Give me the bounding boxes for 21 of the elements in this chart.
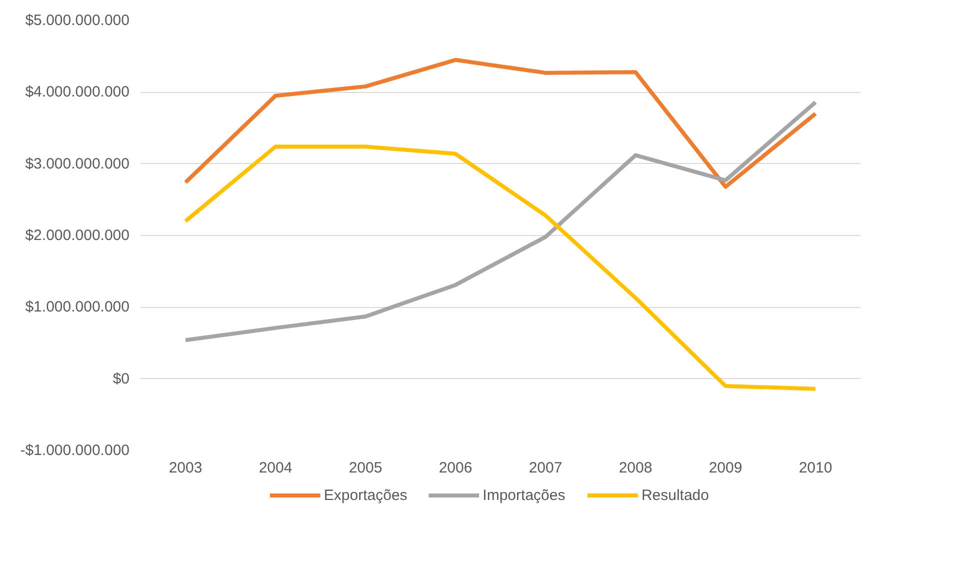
legend-label: Importações [482,487,566,504]
y-tick-label: $3.000.000.000 [25,155,130,172]
y-tick-label: $2.000.000.000 [25,227,130,244]
y-tick-label: -$1.000.000.000 [20,442,130,459]
y-tick-label: $5.000.000.000 [25,12,130,29]
x-tick-label: 2007 [528,460,562,476]
y-tick-label: $1.000.000.000 [25,298,130,316]
line-series [184,100,818,342]
x-tick-label: 2006 [438,460,472,476]
x-tick-label: 2003 [168,460,202,476]
line-series [184,144,818,391]
y-tick-label: $4.000.000.000 [25,84,130,101]
x-tick-label: 2005 [348,460,382,476]
x-tick-label: 2008 [618,460,652,476]
x-tick-label: 2004 [258,460,292,476]
x-tick-label: 2009 [708,460,742,476]
y-tick-label: $0 [112,370,130,388]
line-series [184,58,818,189]
x-tick-label: 2010 [798,460,832,476]
legend-label: Resultado [641,487,709,504]
legend-label: Exportações [324,487,408,504]
